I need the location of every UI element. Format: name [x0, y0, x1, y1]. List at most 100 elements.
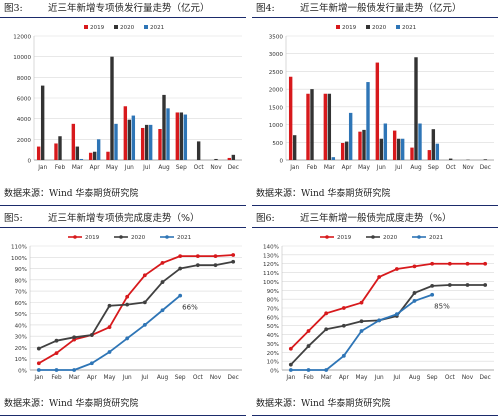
point-2020	[289, 363, 293, 367]
x-tick-label: Nov	[210, 165, 222, 171]
figure-label: 图5:	[0, 210, 48, 227]
y-tick-label: 30%	[267, 342, 279, 348]
legend-swatch	[366, 25, 370, 29]
point-2019	[307, 329, 311, 333]
legend-label: 2020	[383, 235, 398, 241]
legend-marker	[165, 235, 169, 239]
legend-swatch	[144, 25, 148, 29]
y-tick-label: 90%	[267, 289, 279, 295]
point-2019	[55, 351, 59, 355]
x-tick-label: May	[104, 375, 117, 381]
y-tick-label: 0%	[18, 369, 27, 375]
x-tick-label: Aug	[409, 375, 421, 381]
legend-marker	[119, 235, 123, 239]
panel-special-bond-completion: 图5:近三年新增专项债完成度走势（%） 0%10%20%30%40%50%60%…	[0, 210, 248, 419]
figure-label: 图4:	[252, 0, 300, 17]
divider	[252, 205, 498, 206]
x-tick-label: Jun	[374, 375, 384, 381]
point-2019	[289, 347, 293, 351]
bar-2020	[93, 152, 96, 160]
figure-label: 图3:	[0, 0, 48, 17]
point-2019	[466, 262, 470, 266]
point-2020	[466, 283, 470, 287]
point-2019	[448, 262, 452, 266]
series-line-2019	[39, 255, 233, 363]
bar-2020	[128, 120, 131, 160]
bar-2020	[58, 136, 61, 160]
figure-label: 图6:	[252, 210, 300, 227]
bar-2019	[324, 94, 327, 160]
x-tick-label: Sep	[427, 375, 438, 381]
y-tick-label: 110%	[263, 271, 279, 277]
chart-title: 近三年新增一般债发行量走势（亿元）	[300, 3, 462, 14]
point-2021	[37, 368, 41, 372]
panel-title-bar: 图5:近三年新增专项债完成度走势（%）	[0, 210, 246, 228]
bar-2019	[158, 129, 161, 160]
point-2019	[108, 325, 112, 329]
y-tick-label: 70%	[15, 290, 27, 296]
legend-swatch	[396, 25, 400, 29]
bar-2019	[358, 132, 361, 160]
y-tick-label: 60%	[15, 301, 27, 307]
series-line-2020	[39, 262, 233, 349]
y-tick-label: 50%	[15, 312, 27, 318]
y-tick-label: 20%	[15, 346, 27, 352]
legend-label: 2020	[131, 235, 146, 241]
legend-label: 2019	[90, 25, 105, 31]
y-tick-label: 8000	[17, 76, 32, 82]
x-tick-label: Feb	[51, 375, 62, 381]
point-2021	[413, 299, 417, 303]
bar-2021	[418, 124, 421, 160]
panel-title-bar: 图6:近三年新增一般债完成度走势（%）	[252, 210, 498, 228]
point-2019	[178, 254, 182, 258]
y-tick-label: 40%	[267, 333, 279, 339]
bar-2019	[428, 150, 431, 160]
point-2020	[161, 280, 165, 284]
bar-2020	[41, 86, 44, 160]
bar-2019	[141, 128, 144, 160]
x-tick-label: Dec	[480, 375, 491, 381]
x-tick-label: Oct	[445, 375, 456, 381]
bar-2020	[362, 130, 365, 160]
y-tick-label: 80%	[15, 278, 27, 284]
point-2020	[324, 327, 328, 331]
line-chart: 0%10%20%30%40%50%60%70%80%90%100%110%120…	[252, 230, 500, 392]
point-2019	[342, 306, 346, 310]
legend-marker	[73, 235, 77, 239]
x-tick-label: Oct	[194, 165, 205, 171]
x-tick-label: Mar	[321, 375, 333, 381]
x-tick-label: May	[358, 165, 371, 171]
point-2021	[395, 312, 399, 316]
point-2019	[37, 361, 41, 365]
y-tick-label: 2500	[269, 70, 284, 76]
bar-2019	[89, 153, 92, 160]
bar-2019	[106, 152, 109, 160]
bar-2019	[376, 63, 379, 160]
point-2021	[342, 354, 346, 358]
point-2019	[377, 275, 381, 279]
y-tick-label: 3000	[269, 52, 284, 58]
y-tick-label: 90%	[15, 267, 27, 273]
x-tick-label: Oct	[446, 165, 457, 171]
divider	[0, 205, 246, 206]
y-tick-label: 10000	[13, 55, 31, 61]
source-note: 数据来源：Wind 华泰期货研究院	[4, 396, 138, 409]
bar-2019	[306, 94, 309, 160]
bar-2021	[436, 144, 439, 160]
x-tick-label: Jul	[142, 165, 150, 171]
legend-label: 2019	[85, 235, 100, 241]
bar-2019	[124, 106, 127, 160]
y-tick-label: 0	[279, 159, 283, 165]
x-tick-label: Mar	[72, 165, 84, 171]
point-2020	[178, 267, 182, 271]
point-2019	[214, 254, 218, 258]
bar-2021	[149, 125, 152, 160]
x-tick-label: Feb	[303, 375, 314, 381]
x-tick-label: Aug	[157, 375, 169, 381]
point-2020	[413, 291, 417, 295]
point-2019	[413, 264, 417, 268]
divider	[252, 415, 498, 416]
bar-2020	[449, 159, 452, 160]
point-2019	[324, 311, 328, 315]
x-tick-label: Mar	[69, 375, 81, 381]
